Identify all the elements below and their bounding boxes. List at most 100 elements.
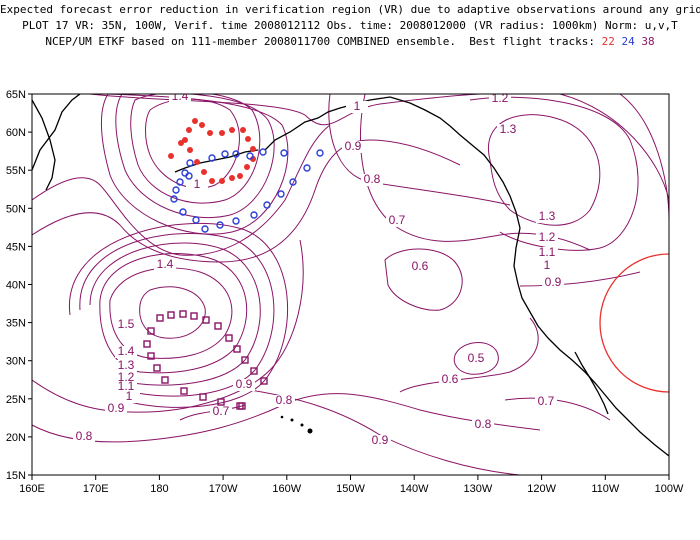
track-38-square: [260, 377, 268, 385]
contour-label-bg: [465, 353, 487, 365]
track-22-dot: [192, 118, 198, 124]
track-38-square: [147, 327, 155, 335]
contour-label-bg: [210, 406, 232, 418]
track-24-circle: [246, 152, 254, 160]
y-tick-label: 55N: [6, 165, 26, 177]
contour-1.1-northeast: [619, 94, 669, 221]
baja-california: [574, 351, 609, 415]
track-38-square: [199, 393, 207, 401]
contour-0.6-south: [399, 317, 539, 393]
contour-label-bg: [439, 374, 461, 386]
y-tick-label: 40N: [6, 280, 26, 292]
track-24-circle: [232, 217, 240, 225]
y-tick-label: 60N: [6, 127, 26, 139]
x-tick-label: 180: [150, 483, 168, 495]
track-22-dot: [186, 127, 192, 133]
track-22-dot: [229, 127, 235, 133]
x-axis: 160E 170E 180 170W 160W 150W 140W 130W 120W 110W 1…: [19, 475, 684, 495]
track-38-square: [202, 316, 210, 324]
contour-label: 0.9: [108, 401, 125, 415]
track-38-square: [161, 376, 169, 384]
track-24-circle: [277, 190, 285, 198]
track-22-dot: [229, 175, 235, 181]
contour-label-bg: [115, 346, 137, 358]
flight-track-38: [143, 310, 268, 410]
contour-label: 0.6: [442, 372, 459, 386]
contour-label: 0.9: [545, 275, 562, 289]
track-22-dot: [237, 173, 243, 179]
contour-label-bg: [115, 381, 137, 393]
track-22-dot: [209, 178, 215, 184]
contour-label-bg: [536, 232, 558, 244]
contour-lines: [32, 94, 669, 475]
contour-label: 1.1: [118, 379, 135, 393]
track-38-square: [167, 311, 175, 319]
contour-label: 0.9: [236, 377, 253, 391]
contour-label: 0.7: [538, 394, 555, 408]
track-38-square: [217, 398, 225, 406]
track-22-dot: [245, 136, 251, 142]
track-22-dot: [244, 164, 250, 170]
contour-label: 1.3: [500, 122, 517, 136]
title-line-3: NCEP/UM ETKF based on 111-member 2008011…: [0, 34, 700, 50]
contour-label-bg: [472, 419, 494, 431]
track-24-circle: [186, 159, 194, 167]
title-line-3-prefix: NCEP/UM ETKF based on 111-member 2008011…: [45, 35, 602, 48]
track-22-dot: [240, 127, 246, 133]
track-38-square: [238, 402, 246, 410]
track-22-dot: [194, 159, 200, 165]
track-24-circle: [316, 149, 324, 157]
track-22-dot: [250, 156, 256, 162]
track-22-label: 22: [601, 35, 615, 48]
y-tick-label: 25N: [6, 394, 26, 406]
contour-label: 1.3: [118, 358, 135, 372]
contour-label-bg: [186, 179, 208, 191]
contour-1-south: [69, 222, 288, 408]
track-38-square: [156, 314, 164, 322]
contour-label: 1.4: [172, 89, 189, 103]
contour-label-bg: [535, 396, 557, 408]
contour-label-bg: [369, 435, 391, 447]
contour-label: 1.2: [539, 230, 556, 244]
track-38-square: [180, 387, 188, 395]
track-38-square: [250, 367, 258, 375]
track-24-circle: [250, 211, 258, 219]
hawaii-island: [307, 428, 313, 434]
contour-label-bg: [346, 101, 368, 113]
contour-label-bg: [489, 94, 511, 105]
x-tick-label: 160E: [19, 483, 45, 495]
contour-label: 0.7: [213, 404, 230, 418]
track-38-square: [190, 312, 198, 320]
contour-label-bg: [118, 391, 140, 403]
track-22-dot: [199, 122, 205, 128]
contour-label: 1.4: [157, 257, 174, 271]
contour-label-bg: [169, 94, 191, 103]
contour-0.9-north: [32, 139, 461, 263]
track-38-square: [179, 310, 187, 318]
x-tick-label: 130W: [464, 483, 493, 495]
track-24-circle: [192, 216, 200, 224]
contour-label-bg: [73, 431, 95, 443]
track-22-dot: [219, 130, 225, 136]
contour-0.7-east: [504, 397, 611, 421]
track-24-circle: [232, 150, 240, 158]
contour-label: 0.5: [468, 351, 485, 365]
contour-label: 1.5: [118, 317, 135, 331]
contour-label: 0.8: [76, 429, 93, 443]
y-tick-label: 45N: [6, 241, 26, 253]
contour-0.9-east: [519, 271, 641, 287]
contour-label: 1: [194, 177, 201, 191]
contour-label-bg: [233, 379, 255, 391]
flight-track-22: [168, 118, 256, 184]
y-tick-label: 65N: [6, 89, 26, 101]
contour-label-bg: [273, 395, 295, 407]
contour-label: 1: [126, 389, 133, 403]
contour-label-bg: [105, 403, 127, 415]
contour-label: 0.8: [276, 393, 293, 407]
x-tick-label: 120W: [527, 483, 556, 495]
track-22-dot: [219, 178, 225, 184]
contour-label-bg: [536, 247, 558, 259]
contour-label: 0.8: [475, 417, 492, 431]
x-tick-label: 110W: [591, 483, 620, 495]
